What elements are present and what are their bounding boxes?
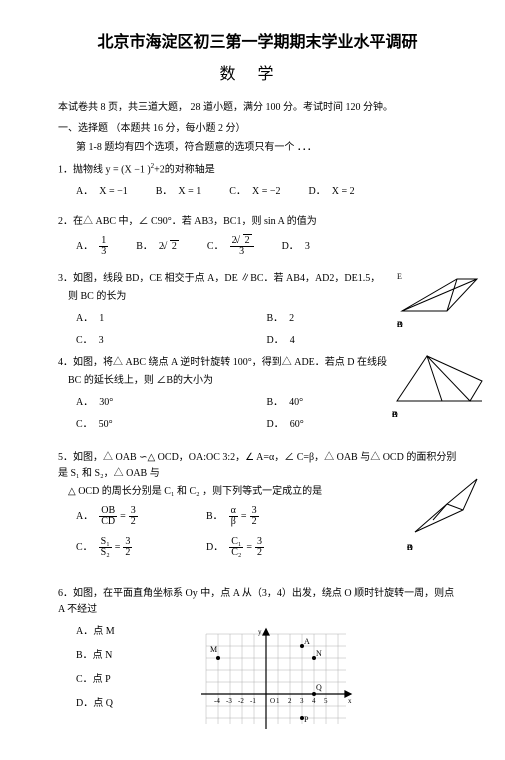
exam-info: 本试卷共 8 页，共三道大题， 28 道小题，满分 100 分。考试时间 120…	[58, 98, 457, 113]
q1-text-b: +2的对称轴是	[154, 164, 215, 175]
q2-text: 2．在△ ABC 中，∠ C90°．若 AB3，BC1，则 sin A 的值为	[58, 214, 457, 230]
svg-text:x: x	[348, 697, 352, 705]
q2-choice-A: A． 13	[76, 236, 108, 257]
q3-figure: C B A E D	[397, 271, 487, 319]
question-5: 5．如图，△ OAB ∽△ OCD，OA:OC 3:2，∠ A=α，∠ C=β，…	[58, 450, 457, 558]
q6-figure: O x y 12345 -1-2-3-4 M A N Q P	[196, 624, 356, 734]
q1-choices: A．X = −1 B．X = 1 C．X = −2 D．X = 2	[76, 184, 457, 206]
q6-choice-A: A．点 M	[76, 624, 196, 640]
question-4: 4．如图，将△ ABC 绕点 A 逆时针旋转 100°，得到△ ADE．若点 D…	[58, 355, 457, 433]
q5-text2: △ OCD 的周长分别是 C₁ 和 C₂ ，则下列等式一定成立的是	[68, 484, 457, 500]
q6-choice-B: B．点 N	[76, 648, 196, 664]
page-title: 北京市海淀区初三第一学期期末学业水平调研	[58, 28, 457, 52]
q2-choices: A． 13 B． 22 C． 223 D．3	[76, 236, 457, 263]
q2-choice-C: C． 223	[207, 236, 254, 257]
svg-text:y: y	[258, 628, 262, 636]
q5-choice-C: C． S₁S₂ = 32	[76, 537, 206, 558]
svg-text:2: 2	[288, 697, 292, 705]
section1-heading: 一、选择题 （本题共 16 分，每小题 2 分）	[58, 119, 457, 134]
question-1: 1．抛物线 y = (X −1 )2+2的对称轴是 A．X = −1 B．X =…	[58, 161, 457, 206]
q1-text-a: 1．抛物线 y = (X −1 )	[58, 164, 151, 175]
q5-choice-A: A． OBCD = 32	[76, 506, 206, 527]
q5-choice-B: B． αβ = 32	[206, 506, 336, 527]
svg-text:5: 5	[324, 697, 328, 705]
q1-choice-C: C．X = −2	[229, 184, 280, 200]
q3-choice-C: C．3	[76, 333, 267, 349]
q2-choice-B: B． 22	[136, 236, 179, 257]
svg-text:-2: -2	[238, 697, 244, 705]
q4-choice-A: A．30°	[76, 395, 267, 411]
svg-text:4: 4	[312, 697, 316, 705]
page-subject: 数学	[58, 60, 457, 84]
q2-choice-D: D．3	[282, 236, 310, 257]
q4-choice-C: C．50°	[76, 417, 267, 433]
q1-choice-B: B．X = 1	[156, 184, 202, 200]
q5-choice-D: D． C₁C₂ = 32	[206, 537, 336, 558]
q1-text: 1．抛物线 y = (X −1 )2+2的对称轴是	[58, 161, 457, 178]
q6-choice-C: C．点 P	[76, 672, 196, 688]
q6-choices: A．点 M B．点 N C．点 P D．点 Q	[76, 624, 196, 734]
q5-text1: 5．如图，△ OAB ∽△ OCD，OA:OC 3:2，∠ A=α，∠ C=β，…	[58, 450, 457, 482]
q3-choice-A: A．1	[76, 311, 267, 327]
svg-text:1: 1	[276, 697, 280, 705]
q6-text: 6．如图，在平面直角坐标系 Oy 中，点 A 从（3，4）出发，绕点 O 顺时针…	[58, 586, 457, 618]
q1-choice-D: D．X = 2	[308, 184, 354, 200]
svg-text:-3: -3	[226, 697, 232, 705]
q1-choice-A: A．X = −1	[76, 184, 128, 200]
exam-page: 北京市海淀区初三第一学期期末学业水平调研 数学 本试卷共 8 页，共三道大题， …	[0, 0, 505, 760]
question-2: 2．在△ ABC 中，∠ C90°．若 AB3，BC1，则 sin A 的值为 …	[58, 214, 457, 263]
section1-instruction: 第 1-8 题均有四个选项，符合题意的选项只有一个 ．．．	[76, 138, 457, 153]
q4-choice-D: D．60°	[267, 417, 458, 433]
question-3: 3．如图，线段 BD，CE 相交于点 A，DE ∥BC．若 AB4，AD2，DE…	[58, 271, 457, 349]
svg-text:-1: -1	[250, 697, 256, 705]
q3-choice-D: D．4	[267, 333, 458, 349]
svg-text:O: O	[270, 697, 275, 705]
svg-text:-4: -4	[214, 697, 220, 705]
q5-figure: A B O C D	[407, 474, 487, 542]
q5-choices: A． OBCD = 32 B． αβ = 32 C． S₁S₂ = 32 D．	[76, 506, 336, 558]
question-6: 6．如图，在平面直角坐标系 Oy 中，点 A 从（3，4）出发，绕点 O 顺时针…	[58, 586, 457, 734]
q6-choice-D: D．点 Q	[76, 696, 196, 712]
svg-text:3: 3	[300, 697, 304, 705]
q4-figure: B A C D E	[392, 351, 487, 409]
